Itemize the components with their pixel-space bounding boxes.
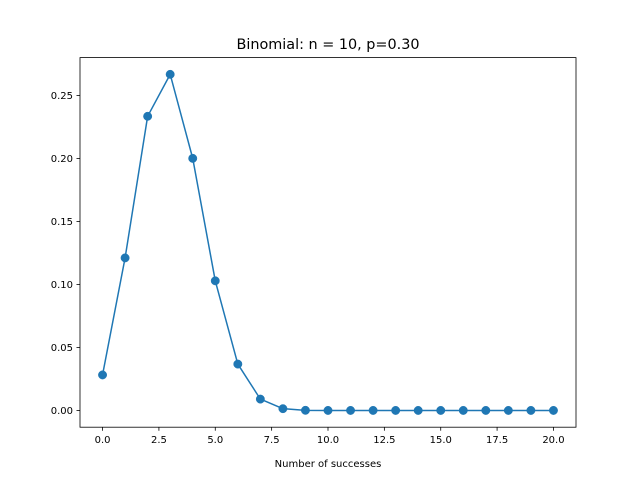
data-point bbox=[436, 405, 446, 415]
data-point bbox=[526, 405, 536, 415]
x-tick-label: 2.5 bbox=[151, 435, 167, 446]
data-point bbox=[255, 394, 265, 404]
data-point bbox=[233, 359, 243, 369]
data-point bbox=[549, 405, 558, 415]
data-point bbox=[413, 405, 423, 415]
data-point bbox=[481, 405, 491, 415]
data-point bbox=[346, 405, 355, 415]
x-tick-label: 7.5 bbox=[264, 435, 280, 446]
data-point bbox=[188, 153, 198, 163]
y-tick-label: 0.00 bbox=[51, 406, 73, 417]
x-tick-label: 5.0 bbox=[207, 435, 223, 446]
y-tick-label: 0.25 bbox=[51, 91, 73, 102]
x-tick-label: 0.0 bbox=[95, 435, 111, 446]
data-point bbox=[323, 405, 333, 415]
data-point bbox=[98, 370, 107, 380]
data-point bbox=[503, 405, 513, 415]
data-point bbox=[301, 405, 310, 415]
x-tick-label: 12.5 bbox=[373, 435, 395, 446]
x-tick-label: 10.0 bbox=[317, 435, 339, 446]
data-point bbox=[120, 253, 130, 263]
data-point bbox=[210, 276, 220, 286]
y-tick-label: 0.05 bbox=[51, 343, 73, 354]
data-point bbox=[278, 404, 288, 414]
data-point bbox=[143, 111, 153, 121]
y-tick-label: 0.20 bbox=[51, 154, 73, 165]
x-tick-label: 20.0 bbox=[542, 435, 564, 446]
chart-title: Binomial: n = 10, p=0.30 bbox=[236, 37, 419, 53]
series-layer bbox=[98, 69, 558, 415]
ticks-layer: 0.0 2.5 5.0 7.5 10.0 12.5 15.0 17.5 20.0 0.00 0.05… bbox=[51, 91, 565, 446]
data-point bbox=[458, 405, 468, 415]
series-line bbox=[101, 73, 555, 412]
data-point bbox=[368, 405, 378, 415]
data-point bbox=[391, 405, 401, 415]
x-tick-label: 17.5 bbox=[486, 435, 508, 446]
x-axis-label: Number of successes bbox=[275, 459, 382, 470]
plot-area-frame bbox=[79, 57, 577, 428]
y-tick-label: 0.10 bbox=[51, 280, 73, 291]
x-tick-label: 15.0 bbox=[430, 435, 452, 446]
data-point bbox=[165, 69, 175, 79]
y-tick-label: 0.15 bbox=[51, 217, 73, 228]
